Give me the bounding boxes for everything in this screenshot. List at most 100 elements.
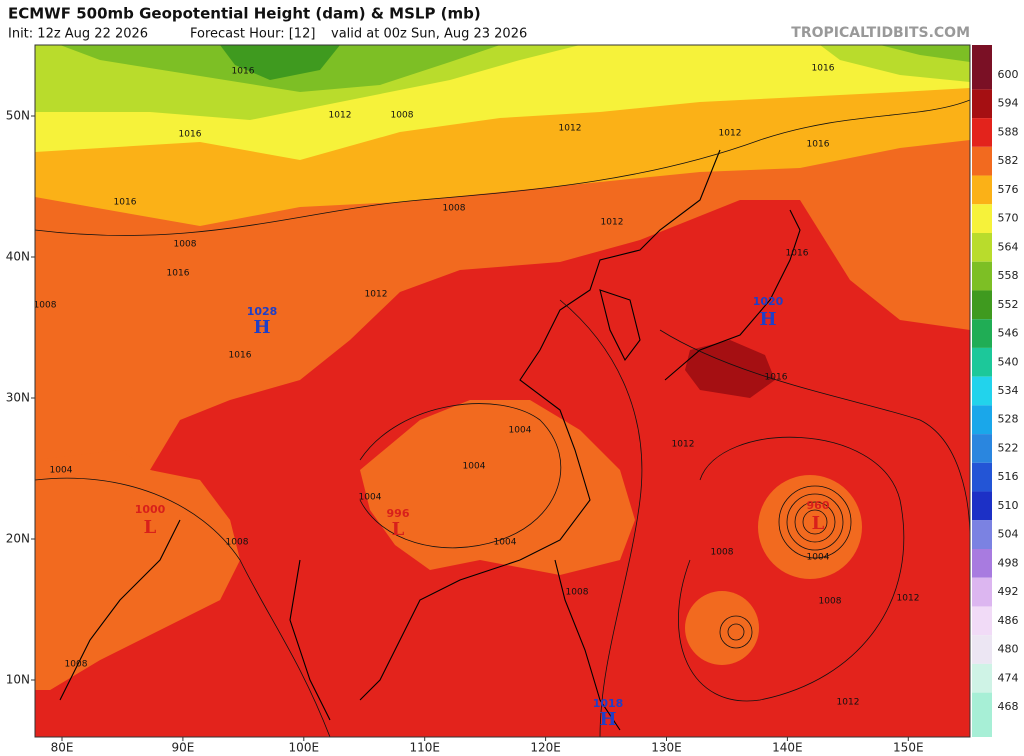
- title: ECMWF 500mb Geopotential Height (dam) & …: [8, 5, 481, 23]
- colorbar-cell: [972, 89, 992, 119]
- colorbar-label: 576: [998, 183, 1019, 196]
- height-band: [35, 450, 240, 690]
- colorbar-cell: [972, 606, 992, 636]
- lat-label: 50N: [6, 109, 30, 123]
- colorbar-label: 480: [998, 643, 1019, 656]
- colorbar-label: 516: [998, 470, 1019, 483]
- isobar-label: 1016: [229, 351, 252, 361]
- colorbar-cell: [972, 491, 992, 521]
- colorbar-cell: [972, 233, 992, 262]
- isobar-label: 1012: [672, 440, 695, 450]
- isobar-label: 1016: [807, 140, 830, 150]
- isobar-label: 1004: [807, 553, 830, 563]
- colorbar-label: 522: [998, 441, 1019, 454]
- isobar-label: 1016: [232, 67, 255, 77]
- colorbar-label: 564: [998, 240, 1019, 253]
- lon-label: 130E: [651, 741, 682, 755]
- source: TROPICALTIDBITS.COM: [791, 25, 970, 41]
- colorbar-label: 582: [998, 154, 1019, 167]
- isobar-label: 1008: [34, 301, 57, 311]
- pressure-value: 996: [387, 507, 410, 520]
- init-time: Init: 12z Aug 22 2026: [8, 27, 148, 42]
- colorbar-cell: [972, 549, 992, 578]
- isobar: [778, 485, 852, 559]
- colorbar-label: 528: [998, 413, 1019, 426]
- height-band: [220, 45, 340, 80]
- colorbar-cell: [972, 175, 992, 205]
- isobar-label: 1012: [837, 698, 860, 708]
- colorbar-label: 558: [998, 269, 1019, 282]
- colorbar-cell: [972, 635, 992, 664]
- isobar-label: 1012: [329, 111, 352, 121]
- isobar: [802, 509, 828, 535]
- map-labels: 1028H1020H1018H1000L996L960L101610161016…: [34, 64, 920, 731]
- isobar-label: 1016: [179, 130, 202, 140]
- isobar: [719, 615, 753, 649]
- isobar: [359, 403, 562, 549]
- colorbar-label: 486: [998, 614, 1019, 627]
- colorbar-label: 588: [998, 125, 1019, 138]
- lon-label: 140E: [772, 741, 803, 755]
- isobar: [559, 299, 643, 737]
- pressure-value: 1000: [135, 503, 166, 516]
- colorbar-cell: [972, 45, 992, 90]
- isobar-label: 1008: [711, 548, 734, 558]
- lat-label: 10N: [6, 673, 30, 687]
- colorbar-cell: [972, 319, 992, 348]
- height-band: [685, 591, 759, 665]
- isobar-label: 1016: [786, 249, 809, 259]
- colorbar-label: 552: [998, 298, 1019, 311]
- colorbar-label: 468: [998, 700, 1019, 713]
- pressure-symbol: H: [599, 709, 616, 730]
- colorbar-cell: [972, 434, 992, 463]
- colorbar-cell: [972, 520, 992, 549]
- isobar-label: 1004: [463, 462, 486, 472]
- colorbar-cell: [972, 462, 992, 492]
- lon-label: 80E: [51, 741, 74, 755]
- lon-label: 90E: [171, 741, 194, 755]
- lat-label: 20N: [6, 532, 30, 546]
- isobar-label: 1016: [812, 64, 835, 74]
- coastline: [664, 209, 801, 381]
- colorbar-label: 546: [998, 327, 1019, 340]
- isobar-label: 1008: [566, 588, 589, 598]
- isobar-label: 1012: [559, 124, 582, 134]
- pressure-value: 1028: [247, 305, 278, 318]
- isobar-label: 1016: [167, 269, 190, 279]
- coastline: [59, 519, 181, 701]
- colorbar-cell: [972, 261, 992, 291]
- isobar-label: 1008: [174, 240, 197, 250]
- colorbar-cell: [972, 204, 992, 233]
- colorbar-cell: [972, 692, 992, 737]
- lat-label: 40N: [6, 250, 30, 264]
- isobar-label: 1008: [65, 660, 88, 670]
- isobar-label: 1008: [226, 538, 249, 548]
- colorbar-cell: [972, 118, 992, 147]
- isobar-label: 1004: [359, 493, 382, 503]
- colorbar-label: 474: [998, 671, 1019, 684]
- isobar-label: 1004: [50, 466, 73, 476]
- isobar: [794, 501, 836, 543]
- colorbar-label: 570: [998, 212, 1019, 225]
- colorbar-cell: [972, 663, 992, 693]
- colorbar-label: 498: [998, 556, 1019, 569]
- isobar-label: 1016: [765, 373, 788, 383]
- isobar: [35, 99, 970, 236]
- axis-labels: 50N 40N 30N 20N 10N 80E 90E 100E 110E 120E 130E 140…: [6, 109, 924, 755]
- pressure-symbol: L: [392, 519, 405, 540]
- colorbar-label: 594: [998, 97, 1019, 110]
- pressure-value: 1018: [593, 697, 624, 710]
- isobar-label: 1012: [365, 290, 388, 300]
- isobar-label: 1008: [819, 597, 842, 607]
- map-frame: [34, 44, 971, 738]
- coastline: [554, 559, 621, 731]
- isobar: [659, 329, 970, 541]
- isobar: [786, 493, 844, 551]
- colorbar-cell: [972, 146, 992, 176]
- pressure-value: 960: [807, 499, 830, 512]
- colorbar-label: 510: [998, 499, 1019, 512]
- isobar-label: 1012: [897, 594, 920, 604]
- height-band: [758, 475, 862, 579]
- isobar-label: 1008: [443, 204, 466, 214]
- isobar-label: 1008: [391, 111, 414, 121]
